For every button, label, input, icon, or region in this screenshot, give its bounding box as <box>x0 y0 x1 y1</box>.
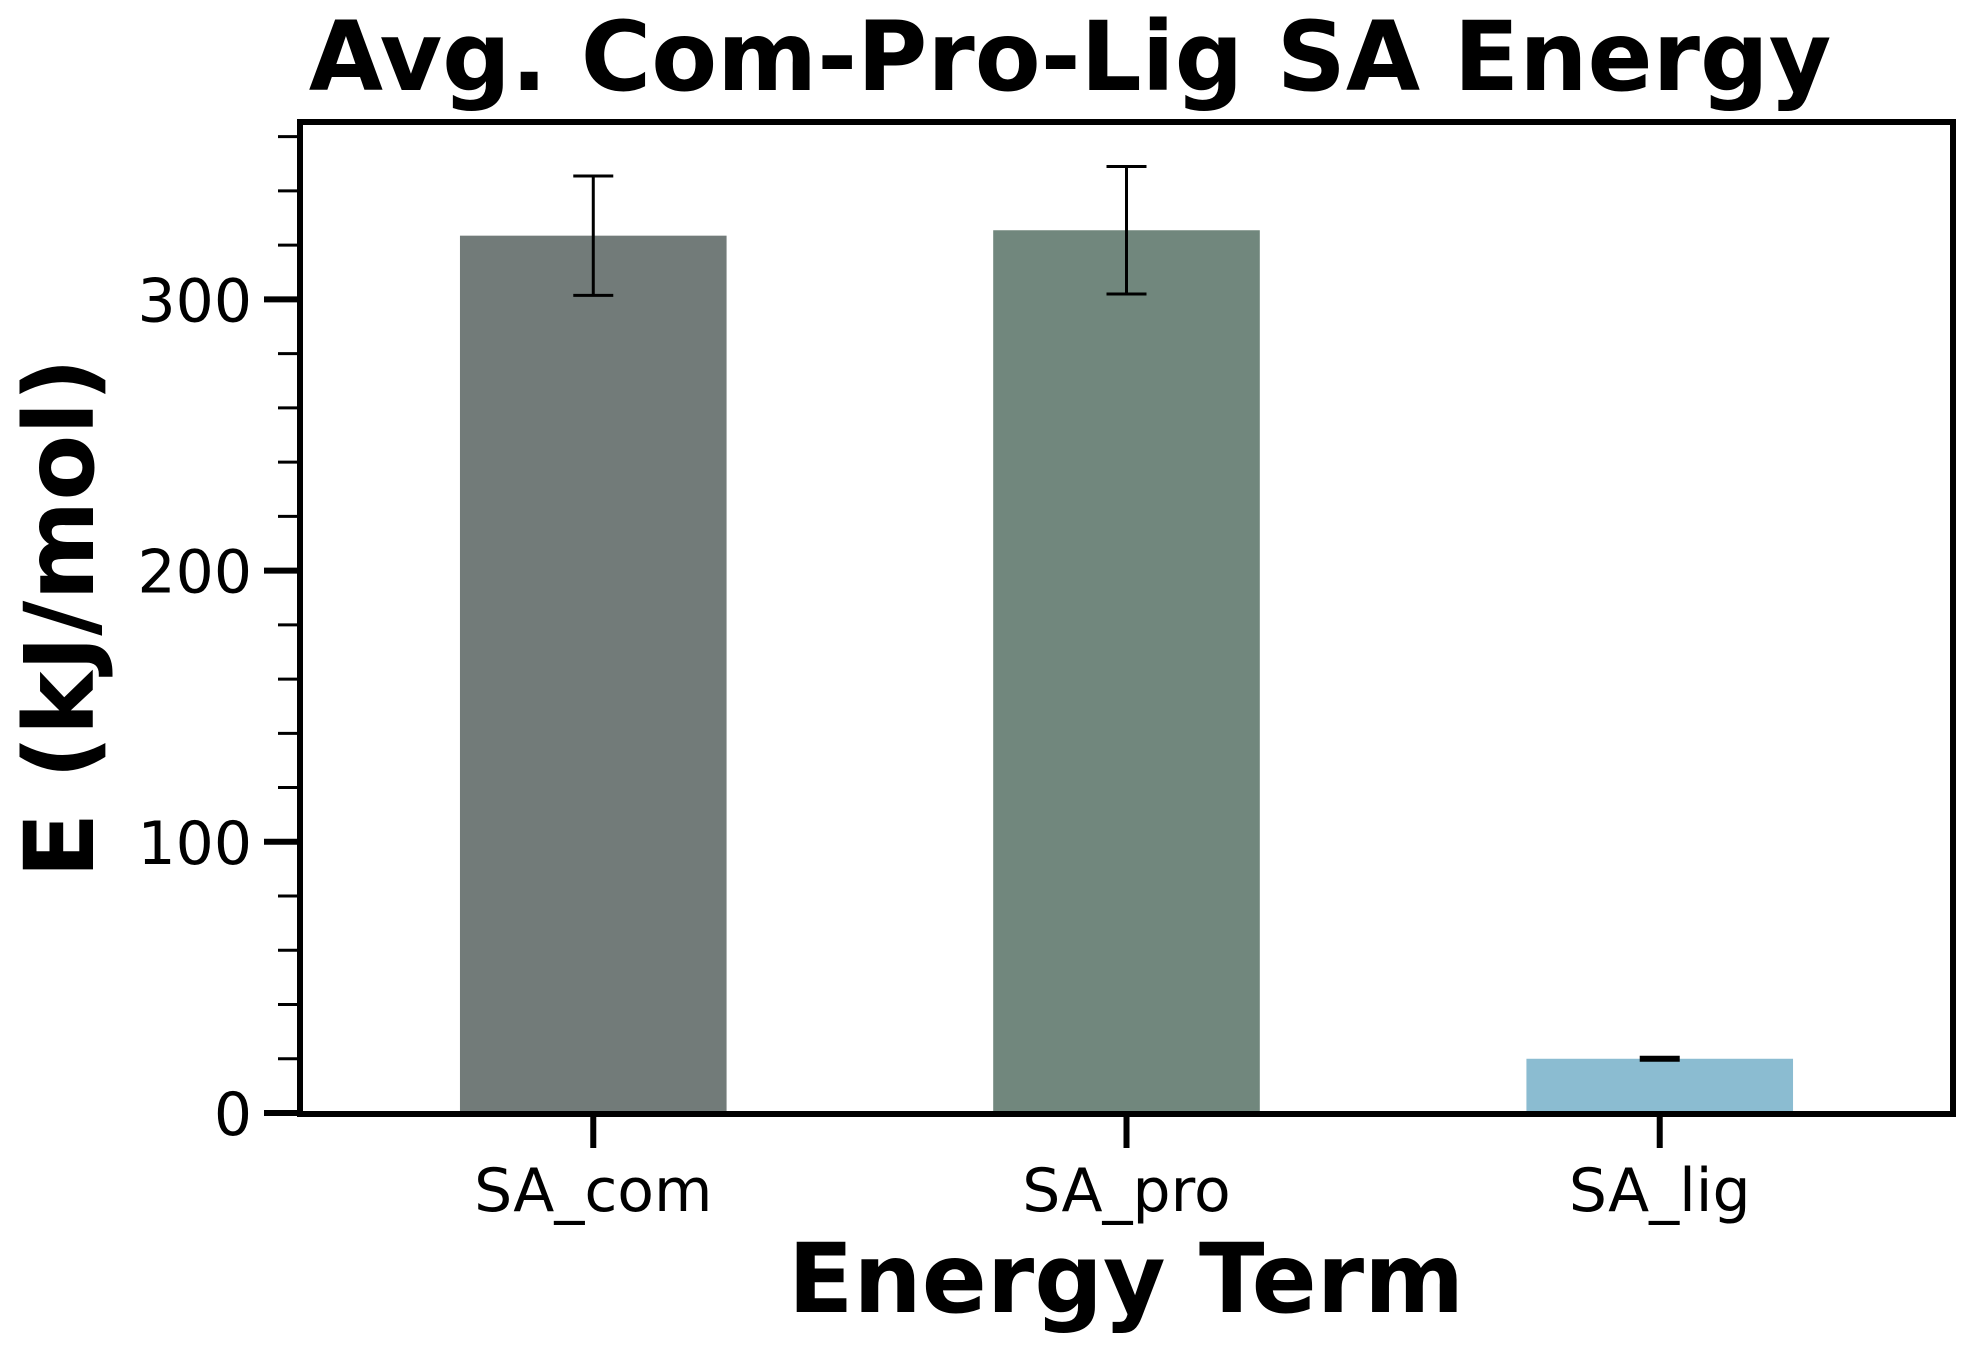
error-bars <box>573 165 1680 1062</box>
x-axis-label: Energy Term <box>788 1223 1464 1335</box>
x-ticks <box>590 1114 1663 1148</box>
y-tick-label: 0 <box>214 1080 252 1150</box>
y-minor-ticks <box>278 135 300 1061</box>
y-major-ticks <box>264 296 300 1116</box>
x-tick-label-SA_pro: SA_pro <box>1022 1156 1230 1226</box>
chart-title: Avg. Com-Pro-Lig SA Energy <box>309 1 1832 113</box>
bar-SA_pro <box>993 230 1260 1113</box>
y-tick-labels: 0 100 200 300 <box>137 266 252 1150</box>
x-tick-label-SA_com: SA_com <box>474 1156 712 1226</box>
y-axis-label: E (kJ/mol) <box>4 358 116 878</box>
x-tick-label-SA_lig: SA_lig <box>1569 1156 1751 1226</box>
y-tick-label: 300 <box>137 266 252 336</box>
bars <box>459 230 1794 1114</box>
bar-SA_com <box>459 235 727 1114</box>
error-bar-SA_pro <box>1106 165 1147 296</box>
y-tick-label: 100 <box>137 809 252 879</box>
error-bar-SA_com <box>573 174 614 297</box>
x-tick-labels: SA_com SA_pro SA_lig <box>474 1156 1750 1226</box>
bar-SA_lig <box>1526 1058 1794 1113</box>
plot-frame <box>297 119 1956 1117</box>
y-tick-label: 200 <box>137 538 252 608</box>
